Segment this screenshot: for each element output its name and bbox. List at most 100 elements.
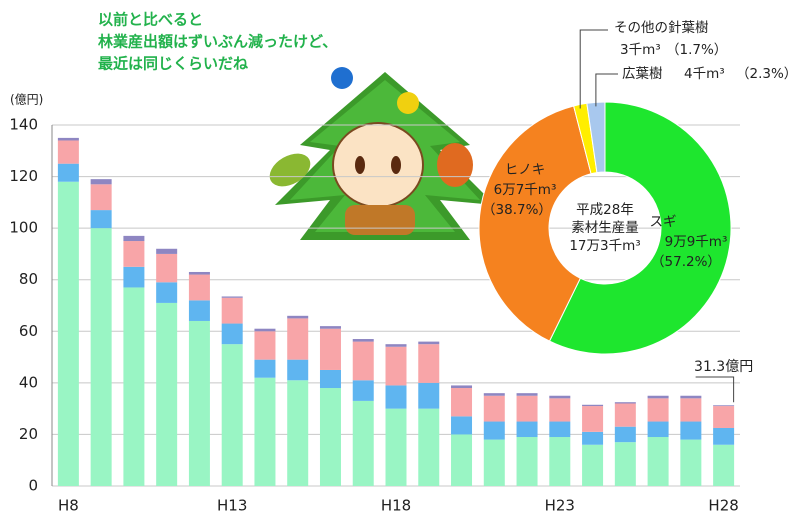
bar-segment xyxy=(418,408,440,486)
bar-segment xyxy=(57,140,79,164)
bar-segment xyxy=(254,377,276,486)
slice-amount: 9万9千m³ xyxy=(665,234,728,250)
bar-segment xyxy=(516,421,538,438)
bar-segment xyxy=(647,437,669,486)
bar-segment xyxy=(516,393,538,396)
bar-segment xyxy=(516,395,538,422)
bar-segment xyxy=(582,406,604,432)
mascot xyxy=(269,67,495,240)
bar-segment xyxy=(713,427,735,445)
bar-segment xyxy=(221,296,243,298)
bar-segment xyxy=(90,179,112,185)
bar-segment xyxy=(57,181,79,486)
bar-segment xyxy=(156,248,178,254)
bar-segment xyxy=(549,395,571,399)
slice-name: スギ xyxy=(650,214,677,230)
y-tick-label: 120 xyxy=(9,167,38,185)
bar-segment xyxy=(319,326,341,329)
pie-slice xyxy=(478,105,592,342)
y-tick-label: 20 xyxy=(19,425,38,443)
bar-segment xyxy=(647,421,669,438)
y-unit: (億円) xyxy=(10,93,43,107)
leader-line xyxy=(595,73,618,107)
callout-line: 最近は同じくらいだね xyxy=(98,55,248,73)
bar-segment xyxy=(319,328,341,370)
bar-segment xyxy=(614,403,636,427)
y-tick-label: 60 xyxy=(19,322,38,340)
bar-segment xyxy=(647,395,669,399)
bar-segment xyxy=(385,385,407,409)
x-tick-label: H8 xyxy=(58,497,79,515)
callout-line: 林業産出額はずいぶん減ったけど、 xyxy=(98,33,337,51)
bar-segment xyxy=(582,431,604,445)
bar-segment xyxy=(713,406,735,428)
x-tick-label: H18 xyxy=(381,497,411,515)
center-text: 17万3千m³ xyxy=(569,238,640,254)
bar-segment xyxy=(287,315,309,319)
bar-segment xyxy=(221,323,243,345)
bar-segment xyxy=(287,318,309,360)
bar-segment xyxy=(418,341,440,345)
y-tick-label: 80 xyxy=(19,270,38,288)
bar-segment xyxy=(123,266,145,288)
slice-name: ヒノキ xyxy=(505,162,546,178)
bar-segment xyxy=(385,344,407,347)
bar-segment xyxy=(483,395,505,422)
x-tick-label: H13 xyxy=(217,497,247,515)
x-tick-label: H28 xyxy=(708,497,738,515)
bar-segment xyxy=(254,328,276,332)
bar-segment xyxy=(57,163,79,182)
bar-segment xyxy=(123,287,145,486)
slice-amount: 4千m³ xyxy=(684,66,725,82)
bar-segment xyxy=(188,300,210,321)
bar-segment xyxy=(188,271,210,275)
bar-segment xyxy=(680,421,702,440)
bar-segment xyxy=(483,393,505,396)
bar-segment xyxy=(352,339,374,342)
slice-amount: 6万7千m³ xyxy=(494,182,557,198)
bar-segment xyxy=(90,228,112,486)
pie-slice xyxy=(548,101,732,355)
bar-segment xyxy=(385,408,407,486)
bar-segment xyxy=(352,400,374,486)
bar-segment xyxy=(680,439,702,486)
bar-segment xyxy=(90,210,112,229)
y-tick-label: 40 xyxy=(19,373,38,391)
bar-segment xyxy=(221,344,243,486)
bar-segment xyxy=(123,241,145,267)
bar-segment xyxy=(221,297,243,324)
bar-segment xyxy=(352,380,374,401)
bar-segment xyxy=(418,382,440,409)
bar-segment xyxy=(254,331,276,360)
bar-segment xyxy=(254,359,276,378)
y-tick-label: 100 xyxy=(9,219,38,237)
bar-segment xyxy=(549,421,571,438)
y-tick-label: 140 xyxy=(9,116,38,134)
bar-segment xyxy=(614,442,636,486)
slice-amount: 3千m³ xyxy=(620,42,661,58)
y-tick-label: 0 xyxy=(28,477,38,495)
bar-segment xyxy=(713,405,735,407)
bar-segment xyxy=(156,302,178,486)
slice-value-label: （2.3%） xyxy=(736,66,797,82)
bar-segment xyxy=(451,385,473,389)
bar-segment xyxy=(647,398,669,422)
bar-segment xyxy=(156,282,178,303)
bar-segment xyxy=(451,388,473,417)
bar-segment xyxy=(582,404,604,407)
bar-segment xyxy=(319,369,341,389)
bar-segment xyxy=(418,344,440,383)
bar-segment xyxy=(582,444,604,486)
bar-segment xyxy=(287,359,309,381)
center-text: 平成28年 xyxy=(576,202,634,218)
bar-segment xyxy=(483,439,505,486)
bar-segment xyxy=(614,426,636,443)
bar-segment xyxy=(549,398,571,422)
slice-value-label: （38.7%） xyxy=(482,202,552,218)
annotation-line xyxy=(695,376,735,403)
slice-name: その他の針葉樹 xyxy=(614,20,709,36)
bar-segment xyxy=(385,346,407,386)
bar-segment xyxy=(713,444,735,486)
bar-segment xyxy=(319,388,341,486)
